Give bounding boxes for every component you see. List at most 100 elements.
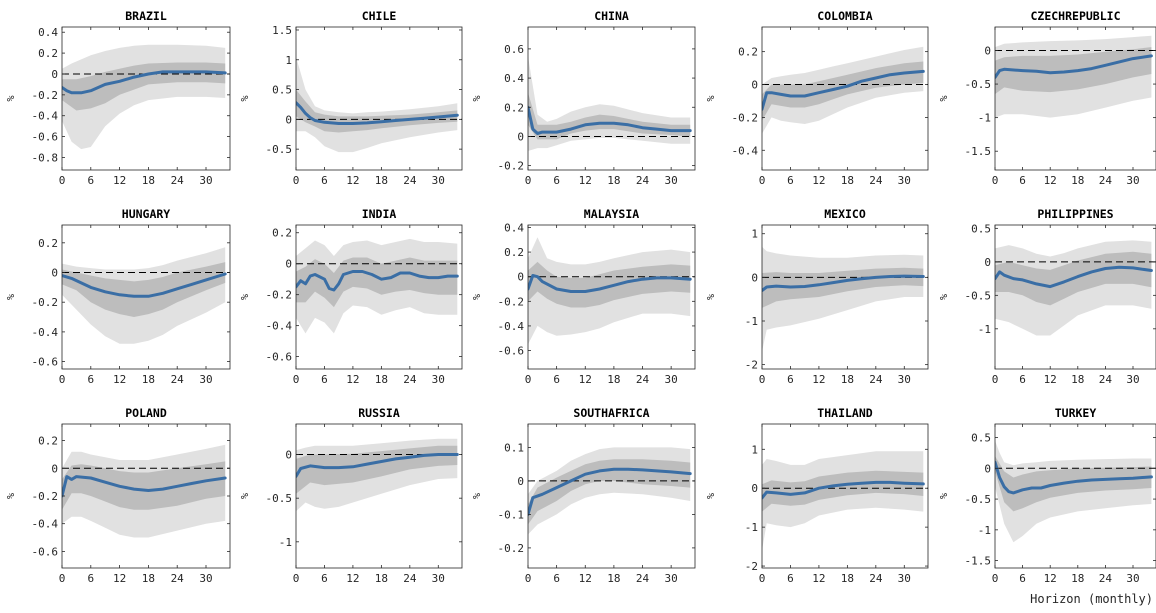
response-line [528, 467, 692, 516]
y-tick-label: -0.4 [498, 320, 525, 333]
y-tick-label: 0.2 [38, 435, 58, 448]
x-tick-label: 12 [113, 373, 126, 386]
y-tick-label: 0 [51, 68, 58, 81]
x-tick-label: 12 [113, 572, 126, 585]
x-tick-label: 0 [992, 572, 999, 585]
y-tick-label: -0.2 [498, 295, 525, 308]
response-line [528, 105, 692, 135]
plot-area [995, 35, 1156, 118]
x-tick-label: 18 [841, 572, 854, 585]
response-line [296, 101, 459, 125]
y-tick-label: 0 [517, 130, 524, 143]
y-tick-label: 1 [751, 228, 758, 241]
plot-area [296, 438, 462, 512]
y-tick-label: -0.5 [266, 492, 293, 505]
y-tick-label: 0 [517, 475, 524, 488]
axes-box [295, 26, 463, 171]
y-tick-label: -0.5 [266, 143, 293, 156]
y-tick-label: 0 [517, 271, 524, 284]
x-tick-label: 24 [403, 174, 417, 187]
y-tick-label: -0.8 [32, 151, 59, 164]
x-tick-label: 6 [1019, 373, 1026, 386]
x-tick-label: 30 [665, 174, 678, 187]
confidence-band-inner [296, 89, 458, 133]
x-tick-label: 18 [142, 174, 155, 187]
axes-box [761, 224, 929, 370]
y-tick-label: 1 [751, 443, 758, 456]
y-axis-label: % [6, 95, 17, 101]
x-tick-label: 6 [787, 572, 794, 585]
x-tick-label: 24 [171, 572, 185, 585]
y-axis-label: % [939, 95, 950, 101]
x-tick-label: 12 [113, 174, 126, 187]
y-axis-label: % [240, 95, 251, 101]
x-tick-label: 24 [403, 373, 417, 386]
x-tick-label: 6 [321, 572, 328, 585]
x-tick-label: 0 [525, 572, 532, 585]
y-tick-label: -1 [978, 524, 991, 537]
plot-area [62, 247, 230, 344]
x-tick-label: 18 [607, 373, 620, 386]
x-tick-label: 12 [579, 572, 592, 585]
y-tick-label: -1 [978, 112, 991, 125]
response-line [62, 70, 227, 95]
y-tick-label: 0 [285, 258, 292, 271]
response-line [528, 274, 692, 293]
x-tick-label: 24 [636, 572, 650, 585]
plot-area [995, 440, 1156, 543]
y-tick-label: 0 [984, 256, 991, 269]
y-axis-label: % [706, 95, 717, 101]
y-tick-label: 0.5 [971, 432, 991, 445]
y-tick-label: -0.4 [32, 518, 59, 531]
panel-colombia: 0.2 0 -0.2 -0.4 0 6 12 18 24 30 COLOMBIA% [706, 9, 929, 187]
plot-area [528, 447, 695, 535]
x-tick-label: 24 [1099, 174, 1113, 187]
x-tick-label: 6 [787, 174, 794, 187]
y-tick-label: -1 [745, 521, 758, 534]
x-tick-label: 0 [59, 572, 66, 585]
y-tick-label: 0.2 [272, 227, 292, 240]
y-tick-label: -1.5 [965, 555, 992, 568]
x-tick-label: 12 [812, 373, 825, 386]
response-line [995, 54, 1153, 79]
axes-box [527, 423, 696, 569]
x-tick-label: 30 [665, 572, 678, 585]
y-tick-label: -0.2 [732, 111, 759, 124]
panel-title: HUNGARY [122, 207, 171, 221]
x-tick-label: 30 [898, 174, 911, 187]
x-tick-label: 30 [1126, 572, 1139, 585]
y-tick-label: 0.4 [38, 26, 58, 39]
y-tick-label: 0.4 [504, 72, 524, 85]
x-tick-label: 6 [553, 373, 560, 386]
y-axis-label: % [939, 493, 950, 499]
y-tick-label: 0.4 [504, 221, 524, 234]
y-tick-label: 0.2 [738, 46, 758, 59]
plot-area [296, 56, 462, 153]
y-tick-label: -0.4 [32, 110, 59, 123]
panel-russia: 0 -0.5 -1 0 6 12 18 24 30 RUSSIA% [240, 406, 463, 585]
x-tick-label: 6 [321, 174, 328, 187]
y-tick-label: -2 [745, 560, 758, 573]
x-tick-label: 6 [321, 373, 328, 386]
x-tick-label: 24 [869, 572, 883, 585]
response-line [62, 475, 227, 498]
x-tick-label: 30 [1126, 174, 1139, 187]
axes-box [994, 423, 1156, 569]
panel-poland: 0.2 0 -0.2 -0.4 -0.6 0 6 12 18 24 30 POLAND% [6, 406, 231, 585]
x-tick-label: 0 [59, 174, 66, 187]
y-tick-label: -1 [745, 315, 758, 328]
y-tick-label: 0 [285, 449, 292, 462]
plot-area [62, 444, 230, 538]
response-line [762, 69, 925, 111]
response-line [995, 460, 1153, 495]
x-tick-label: 6 [87, 373, 94, 386]
panel-title: PHILIPPINES [1037, 207, 1113, 221]
y-axis-label: % [240, 493, 251, 499]
y-tick-label: -0.2 [498, 160, 525, 173]
x-tick-label: 18 [1071, 572, 1084, 585]
axes-box [295, 224, 463, 370]
plot-area [762, 46, 928, 134]
